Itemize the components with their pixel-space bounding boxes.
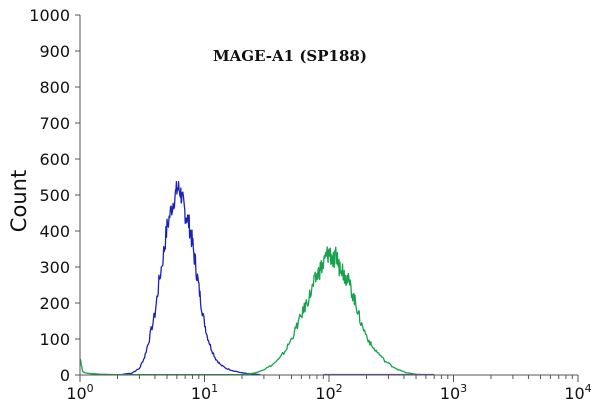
- x-tick-base: 10: [191, 384, 211, 403]
- y-tick-label: 0: [60, 366, 70, 385]
- x-tick-exponent: 3: [460, 382, 467, 395]
- x-tick-exponent: 4: [585, 382, 592, 395]
- x-ticks: 100 101 102 103 104: [66, 375, 592, 403]
- x-tick-base: 10: [66, 384, 86, 403]
- y-tick-label: 200: [39, 294, 70, 313]
- x-tick-exponent: 0: [87, 382, 94, 395]
- series-line-1: [122, 180, 261, 376]
- y-tick-label: 900: [39, 42, 70, 61]
- y-tick-label: 100: [39, 330, 70, 349]
- x-tick-label: 102: [315, 382, 342, 403]
- x-tick-label: 101: [191, 382, 218, 403]
- y-ticks: 0 100 200 300 400 500 600 700 800 900 1000: [29, 6, 80, 385]
- y-tick-label: 1000: [29, 6, 70, 25]
- x-tick-base: 10: [564, 384, 584, 403]
- y-tick-label: 600: [39, 150, 70, 169]
- series-layer: [79, 180, 435, 376]
- x-tick-label: 103: [440, 382, 467, 403]
- series-line-2: [79, 246, 426, 376]
- x-tick-label: 104: [564, 382, 591, 403]
- y-tick-label: 300: [39, 258, 70, 277]
- y-tick-label: 400: [39, 222, 70, 241]
- x-tick-base: 10: [440, 384, 460, 403]
- x-tick-exponent: 1: [211, 382, 218, 395]
- chart-title: MAGE-A1 (SP188): [213, 47, 367, 65]
- x-tick-exponent: 2: [336, 382, 343, 395]
- y-axis-label: Count: [7, 170, 31, 232]
- x-tick-base: 10: [315, 384, 335, 403]
- y-tick-label: 800: [39, 78, 70, 97]
- y-tick-label: 500: [39, 186, 70, 205]
- y-tick-label: 700: [39, 114, 70, 133]
- x-tick-label: 100: [66, 382, 93, 403]
